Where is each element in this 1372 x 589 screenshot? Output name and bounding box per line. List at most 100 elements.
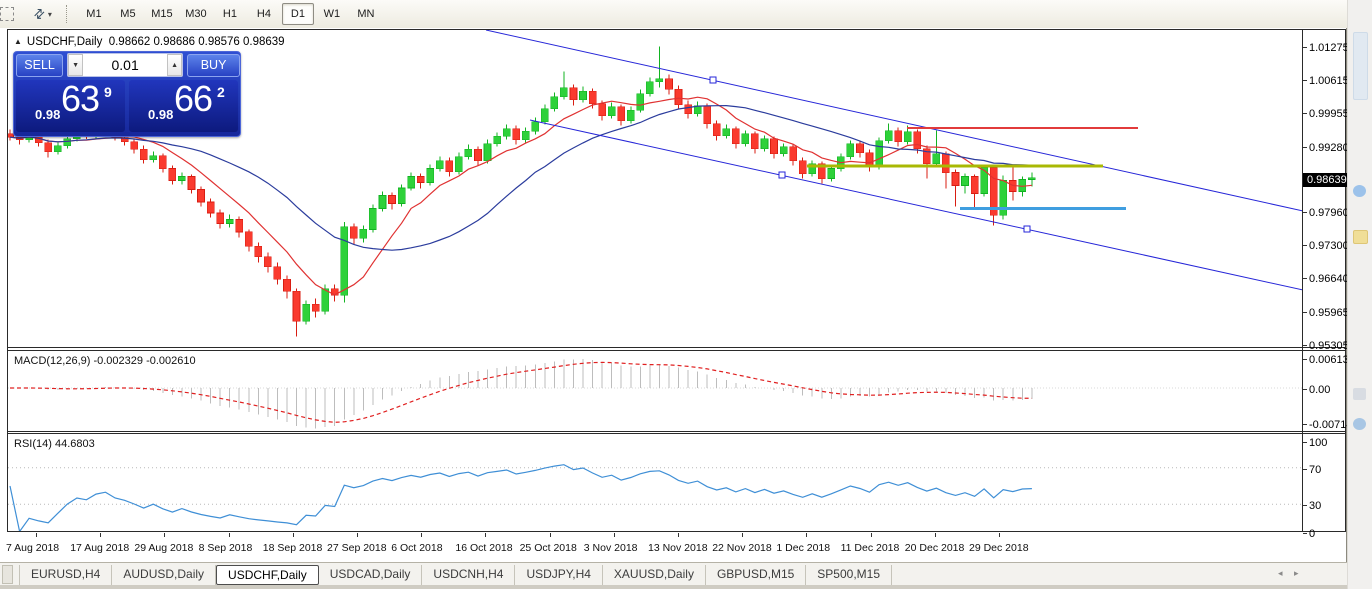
rsi-tick-label: 100 bbox=[1303, 437, 1327, 450]
price-tick-label: 0.99280 bbox=[1303, 142, 1349, 155]
chart-tab[interactable]: AUDUSD,Daily bbox=[112, 565, 217, 585]
timeframe-button[interactable]: MN bbox=[357, 8, 375, 20]
price-tick-label: 0.97960 bbox=[1303, 207, 1349, 220]
background-scrollbar bbox=[1353, 32, 1368, 100]
macd-signal-line bbox=[10, 361, 1032, 423]
price-tick-label: 1.00615 bbox=[1303, 75, 1349, 88]
trendline-handle bbox=[709, 76, 717, 84]
price-tick-label: 0.95965 bbox=[1303, 307, 1349, 320]
time-axis-label: 27 Sep 2018 bbox=[327, 542, 387, 554]
ma-8-line bbox=[9, 96, 1032, 296]
buy-price-pip: 2 bbox=[217, 84, 225, 100]
timeframe-button[interactable]: M15 bbox=[151, 8, 173, 20]
chart-tab[interactable]: USDCAD,Daily bbox=[319, 565, 423, 585]
selection-box-icon[interactable] bbox=[0, 2, 19, 26]
top-toolbar: ⇄ ▾ M1 M5 M15 M30 H1 H4 D1 W1 MN bbox=[0, 0, 1372, 29]
background-icon bbox=[1353, 418, 1366, 430]
time-tick bbox=[36, 533, 37, 537]
macd-label: MACD(12,26,9) -0.002329 -0.002610 bbox=[14, 355, 196, 367]
price-tick-label: 0.95305 bbox=[1303, 340, 1349, 353]
time-axis-label: 18 Sep 2018 bbox=[262, 542, 323, 554]
chart-tab[interactable]: EURUSD,H4 bbox=[19, 565, 113, 585]
timeframe-button[interactable]: H1 bbox=[222, 8, 237, 20]
timeframe-button[interactable]: D1 bbox=[281, 3, 314, 25]
sell-button[interactable]: SELL bbox=[16, 53, 64, 77]
volume-decrease-button[interactable]: ▼ bbox=[68, 54, 84, 76]
ohlc-values: 0.98662 0.98686 0.98576 0.98639 bbox=[108, 36, 285, 48]
symbol-period-label: USDCHF,Daily bbox=[26, 36, 103, 48]
time-tick bbox=[870, 533, 872, 537]
time-tick bbox=[485, 533, 487, 537]
time-axis-label: 25 Oct 2018 bbox=[519, 542, 577, 554]
time-tick bbox=[228, 533, 230, 537]
time-tick bbox=[934, 533, 936, 537]
panel-separator bbox=[7, 433, 1346, 434]
volume-stepper: ▼ 0.01 ▲ bbox=[67, 53, 184, 77]
price-axis[interactable]: 1.01275 1.00615 0.99955 0.99280 0.97960 0.973… bbox=[1303, 30, 1359, 540]
buy-button[interactable]: BUY bbox=[187, 53, 240, 77]
sell-price-display[interactable]: 0.98 63 9 bbox=[16, 78, 125, 132]
macd-tick-label: 0.00 bbox=[1303, 384, 1330, 397]
chart-tab[interactable]: SP500,M15 bbox=[806, 565, 893, 585]
buy-price-display[interactable]: 0.98 66 2 bbox=[129, 78, 238, 132]
timeframe-button[interactable]: M5 bbox=[120, 8, 136, 20]
chart-window: ▲ USDCHF,Daily 0.98662 0.98686 0.98576 0.… bbox=[0, 28, 1359, 562]
time-tick bbox=[742, 533, 744, 537]
panel-separator[interactable] bbox=[7, 431, 1346, 432]
time-axis-label: 20 Dec 2018 bbox=[904, 542, 965, 554]
macd-canvas[interactable] bbox=[8, 351, 1302, 431]
trendline-handle bbox=[1023, 225, 1031, 233]
background-window-strip bbox=[1347, 0, 1372, 589]
time-tick bbox=[678, 533, 679, 537]
macd-tick-label: -0.007142 bbox=[1303, 419, 1359, 432]
volume-increase-button[interactable]: ▲ bbox=[167, 54, 183, 76]
timeframe-buttons: M1 M5 M15 M30 H1 H4 D1 W1 MN bbox=[77, 3, 383, 25]
time-tick bbox=[549, 533, 551, 537]
tab-scroll-button[interactable] bbox=[2, 565, 13, 584]
arrows-tool-button[interactable]: ⇄ ▾ bbox=[29, 2, 57, 26]
time-tick bbox=[806, 533, 808, 537]
rsi-canvas[interactable] bbox=[8, 434, 1302, 531]
sell-price-big: 63 bbox=[61, 78, 100, 119]
chart-tab[interactable]: GBPUSD,M15 bbox=[706, 565, 807, 585]
sell-price-pip: 9 bbox=[104, 84, 112, 100]
chart-tab[interactable]: XAUUSD,Daily bbox=[603, 565, 706, 585]
price-tick-label: 0.97300 bbox=[1303, 240, 1349, 253]
background-icon bbox=[1353, 388, 1366, 400]
volume-input[interactable]: 0.01 bbox=[83, 55, 168, 75]
panel-separator[interactable] bbox=[7, 347, 1346, 348]
time-axis-label: 6 Oct 2018 bbox=[391, 542, 443, 554]
price-tick-label: 0.96640 bbox=[1303, 273, 1349, 286]
collapse-panel-icon[interactable]: ▲ bbox=[14, 37, 22, 46]
time-tick bbox=[164, 533, 166, 537]
status-strip bbox=[0, 585, 1372, 589]
price-axis-border bbox=[1302, 29, 1303, 532]
rsi-line bbox=[9, 464, 1032, 531]
timeframe-button[interactable]: M1 bbox=[86, 8, 102, 20]
macd-tick-label: 0.006137 bbox=[1303, 354, 1355, 367]
tabs-next-icon[interactable]: ▸ bbox=[1294, 568, 1299, 578]
tabs-prev-icon[interactable]: ◂ bbox=[1278, 568, 1283, 578]
panel-separator bbox=[7, 350, 1346, 351]
time-axis-label: 8 Sep 2018 bbox=[198, 542, 253, 554]
rsi-label: RSI(14) 44.6803 bbox=[14, 438, 95, 450]
time-tick bbox=[421, 533, 423, 537]
sell-price-prefix: 0.98 bbox=[35, 107, 61, 122]
timeframe-button[interactable]: M30 bbox=[185, 8, 207, 20]
chevron-down-icon: ▾ bbox=[47, 9, 52, 19]
buy-price-prefix: 0.98 bbox=[148, 107, 174, 122]
one-click-trading-panel: SELL ▼ 0.01 ▲ BUY 0.98 63 9 0.98 66 2 bbox=[13, 51, 241, 137]
chart-tab[interactable]: USDCNH,H4 bbox=[422, 565, 516, 585]
background-swirl-icon bbox=[1353, 185, 1366, 197]
time-axis-label: 13 Nov 2018 bbox=[648, 542, 708, 554]
chart-tab[interactable]: USDCHF,Daily bbox=[216, 565, 319, 585]
timeframe-button[interactable]: H4 bbox=[256, 8, 271, 20]
chart-tab[interactable]: USDJPY,H4 bbox=[515, 565, 603, 585]
time-axis[interactable]: 7 Aug 2018 17 Aug 2018 29 Aug 2018 8 Sep 20… bbox=[6, 533, 1302, 561]
rsi-tick-label: 0 bbox=[1303, 528, 1315, 541]
price-chart-canvas[interactable] bbox=[8, 30, 1302, 347]
time-axis-label: 3 Nov 2018 bbox=[583, 542, 638, 554]
timeframe-button[interactable]: W1 bbox=[323, 8, 341, 20]
chart-tabs: EURUSD,H4 AUDUSD,Daily USDCHF,Daily USDCAD,… bbox=[19, 564, 893, 585]
time-tick bbox=[613, 533, 615, 537]
